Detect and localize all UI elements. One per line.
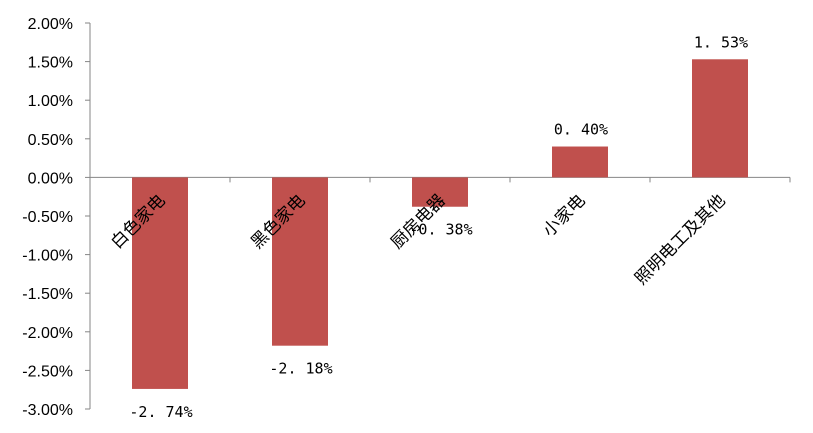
data-labels: -2. 74% -2. 18% -0. 38% 0. 40% 1. 53%	[129, 33, 748, 421]
y-tick-label: -3.00%	[22, 402, 73, 419]
y-tick-label: 1.00%	[28, 93, 73, 110]
data-label: -2. 74%	[129, 403, 192, 421]
bar-1	[272, 177, 328, 346]
y-tick-label: -0.50%	[22, 209, 73, 226]
y-tick-label: -1.00%	[22, 248, 73, 265]
data-label: 1. 53%	[694, 33, 748, 51]
data-label: -0. 38%	[409, 221, 472, 239]
category-label: 照明电工及其他	[631, 191, 729, 289]
y-tick-label: 2.00%	[28, 16, 73, 33]
bar-3	[552, 146, 608, 178]
y-tick-label: 0.50%	[28, 132, 73, 149]
y-tick-label: -2.00%	[22, 325, 73, 342]
bar-0	[132, 177, 188, 389]
category-label: 小家电	[539, 191, 589, 241]
y-tick-label: -2.50%	[22, 363, 73, 380]
data-label: -2. 18%	[269, 360, 332, 378]
y-tick-label: -1.50%	[22, 286, 73, 303]
bar-4	[692, 59, 748, 178]
bar-2	[412, 177, 468, 207]
y-tick-label: 1.50%	[28, 55, 73, 72]
data-label: 0. 40%	[554, 121, 608, 139]
bars	[132, 59, 748, 389]
y-axis: 2.00% 1.50% 1.00% 0.50% 0.00% -0.50% -1.00% -1.…	[22, 16, 91, 419]
y-tick-label: 0.00%	[28, 170, 73, 187]
